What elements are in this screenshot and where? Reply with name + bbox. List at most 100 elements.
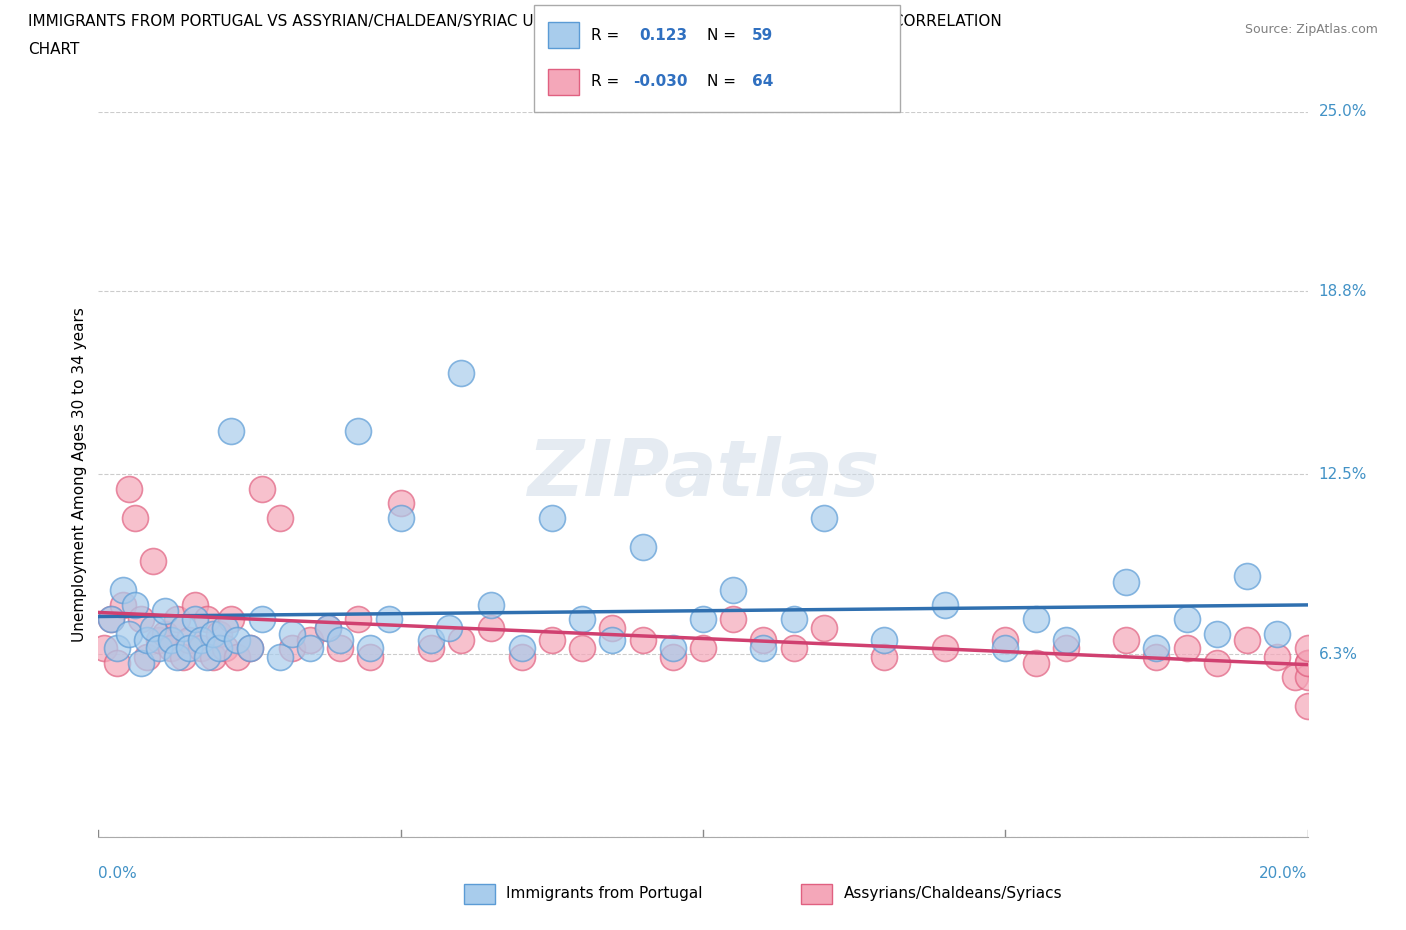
Point (153, 627, 176, 642)
Point (118, 627, 141, 642)
Point (111, 583, 134, 598)
Point (135, 632, 157, 647)
Point (105, 656, 128, 671)
Point (214, 641, 236, 656)
Point (129, 656, 152, 671)
Point (166, 612, 188, 627)
Text: R =: R = (591, 28, 619, 43)
Point (1144, 641, 1167, 656)
Point (135, 650, 157, 665)
Point (723, 612, 745, 627)
Point (1236, 568, 1258, 583)
Point (723, 583, 745, 598)
Point (510, 641, 533, 656)
Point (692, 641, 714, 656)
Point (239, 641, 262, 656)
Text: 59: 59 (752, 28, 773, 43)
Text: N =: N = (707, 74, 737, 89)
Text: R =: R = (591, 74, 619, 89)
Text: CHART: CHART (28, 42, 80, 57)
Point (873, 650, 896, 665)
Point (172, 650, 194, 665)
Point (148, 641, 170, 656)
Point (783, 612, 806, 627)
Point (661, 650, 683, 665)
Point (783, 641, 806, 656)
Point (389, 496, 412, 511)
Point (195, 612, 218, 627)
Point (571, 641, 593, 656)
Point (752, 641, 775, 656)
Point (100, 612, 122, 627)
Point (1024, 612, 1046, 627)
Point (602, 620, 624, 635)
Point (1175, 641, 1198, 656)
Point (214, 620, 236, 635)
Point (873, 632, 896, 647)
Point (1296, 699, 1319, 714)
Point (994, 641, 1017, 656)
Text: Assyrians/Chaldeans/Syriacs: Assyrians/Chaldeans/Syriacs (844, 886, 1062, 901)
Point (1296, 641, 1319, 656)
Point (172, 620, 194, 635)
Point (1054, 632, 1077, 647)
Point (329, 641, 352, 656)
Point (571, 612, 593, 627)
Point (124, 511, 146, 525)
Point (481, 620, 503, 635)
Point (1175, 612, 1198, 627)
Point (1267, 627, 1289, 642)
Point (377, 612, 399, 627)
Point (208, 641, 231, 656)
Point (450, 365, 472, 380)
Point (420, 641, 443, 656)
Point (190, 632, 212, 647)
Point (124, 597, 146, 612)
Point (360, 650, 382, 665)
Text: ZIPatlas: ZIPatlas (527, 436, 879, 512)
Point (1267, 650, 1289, 665)
Text: -0.030: -0.030 (633, 74, 688, 89)
Point (105, 641, 128, 656)
Point (1296, 670, 1319, 684)
Point (129, 612, 152, 627)
Point (1296, 656, 1319, 671)
Point (221, 423, 243, 438)
Point (389, 511, 412, 525)
Point (437, 620, 460, 635)
Text: 0.123: 0.123 (640, 28, 688, 43)
Point (118, 482, 141, 497)
Point (153, 604, 176, 618)
Point (299, 632, 322, 647)
Point (184, 612, 207, 627)
Point (1284, 670, 1306, 684)
Point (226, 650, 249, 665)
Point (1115, 574, 1137, 589)
Point (93, 641, 115, 656)
Text: 18.8%: 18.8% (1319, 284, 1367, 299)
Point (316, 620, 339, 635)
Point (692, 612, 714, 627)
Point (813, 620, 835, 635)
Point (329, 632, 352, 647)
Point (752, 632, 775, 647)
Point (221, 612, 243, 627)
Point (347, 612, 370, 627)
Point (1236, 632, 1258, 647)
Point (540, 632, 562, 647)
Point (299, 641, 322, 656)
Point (631, 539, 654, 554)
Point (226, 632, 249, 647)
Text: Source: ZipAtlas.com: Source: ZipAtlas.com (1244, 23, 1378, 36)
Point (420, 632, 443, 647)
Point (148, 632, 170, 647)
Point (1115, 632, 1137, 647)
Point (1144, 650, 1167, 665)
Point (184, 597, 207, 612)
Point (813, 511, 835, 525)
Point (202, 627, 225, 642)
Point (347, 423, 370, 438)
Point (631, 632, 654, 647)
Point (160, 641, 183, 656)
Point (661, 641, 683, 656)
